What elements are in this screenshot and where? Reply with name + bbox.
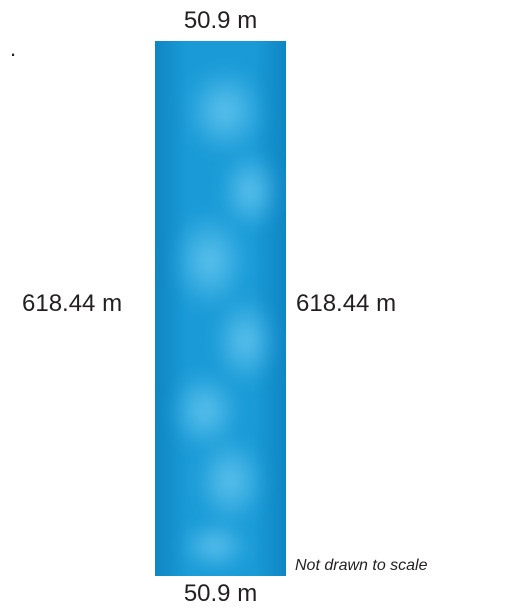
item-marker: .: [10, 36, 17, 61]
right-side-label: 618.44 m: [296, 290, 397, 317]
scale-note: Not drawn to scale: [295, 557, 428, 574]
water-texture: [155, 41, 286, 576]
water-rectangle: [155, 41, 286, 576]
left-side-label: 618.44 m: [22, 290, 123, 317]
bottom-side-label: 50.9 m: [183, 580, 258, 607]
top-side-label: 50.9 m: [183, 7, 258, 34]
